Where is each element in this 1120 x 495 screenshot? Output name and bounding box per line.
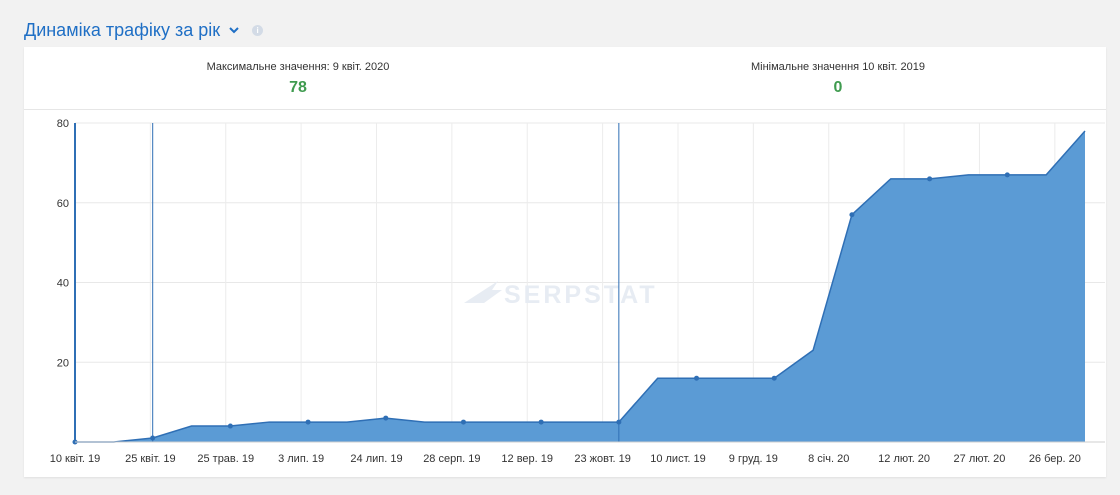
x-tick-label: 25 квіт. 19: [125, 453, 176, 465]
x-tick-label: 8 січ. 20: [808, 453, 849, 465]
info-icon[interactable]: i: [252, 24, 264, 36]
traffic-area: [75, 130, 1085, 442]
stats-bar: Максимальне значення: 9 квіт. 2020 78 Мі…: [24, 47, 1106, 110]
x-tick-label: 27 лют. 20: [954, 453, 1006, 465]
data-point[interactable]: [849, 212, 855, 218]
x-tick-label: 10 квіт. 19: [50, 453, 101, 465]
data-point[interactable]: [227, 423, 233, 429]
x-tick-label: 12 лют. 20: [878, 453, 930, 465]
min-stat-label: Мінімальне значення 10 квіт. 2019: [750, 61, 925, 73]
x-tick-label: 24 лип. 19: [350, 453, 402, 465]
x-tick-label: 3 лип. 19: [278, 453, 324, 465]
max-stat-value: 78: [289, 79, 307, 96]
x-tick-label: 25 трав. 19: [197, 453, 254, 465]
y-tick-label: 40: [57, 278, 69, 290]
data-point[interactable]: [694, 375, 700, 381]
traffic-line: [75, 130, 1086, 443]
data-point[interactable]: [1004, 172, 1010, 178]
y-tick-label: 20: [57, 357, 69, 369]
data-point[interactable]: [771, 375, 777, 381]
data-point[interactable]: [305, 419, 311, 425]
x-tick-label: 12 вер. 19: [501, 453, 553, 465]
x-tick-label: 28 серп. 19: [423, 453, 480, 465]
data-point[interactable]: [383, 415, 389, 421]
serpstat-logo-icon: [464, 281, 502, 303]
chart-header: Динаміка трафіку за рік i: [24, 17, 264, 43]
data-point[interactable]: [927, 176, 933, 182]
chart-card: Максимальне значення: 9 квіт. 2020 78 Мі…: [24, 47, 1106, 477]
page-title[interactable]: Динаміка трафіку за рік: [24, 19, 221, 40]
watermark-text: SERPSTAT: [504, 281, 658, 309]
data-point[interactable]: [538, 419, 544, 425]
chevron-down-icon[interactable]: [228, 24, 240, 36]
min-stat: Мінімальне значення 10 квіт. 2019 0: [638, 61, 1038, 97]
max-stat-label: Максимальне значення: 9 квіт. 2020: [206, 61, 390, 73]
x-tick-label: 23 жовт. 19: [574, 453, 631, 465]
data-point[interactable]: [460, 419, 466, 425]
y-tick-label: 60: [57, 198, 69, 210]
min-stat-value: 0: [833, 79, 843, 96]
max-stat: Максимальне значення: 9 квіт. 2020 78: [98, 61, 498, 97]
x-tick-label: 9 груд. 19: [729, 453, 778, 465]
serpstat-watermark: SERPSTAT: [464, 281, 658, 309]
x-tick-label: 26 бер. 20: [1029, 453, 1081, 465]
x-tick-label: 10 лист. 19: [650, 453, 706, 465]
y-tick-label: 80: [57, 118, 69, 130]
traffic-chart[interactable]: 20 40 60 80 10 квіт. 19 25 квіт. 19 25 трав. 1…: [24, 47, 1106, 477]
